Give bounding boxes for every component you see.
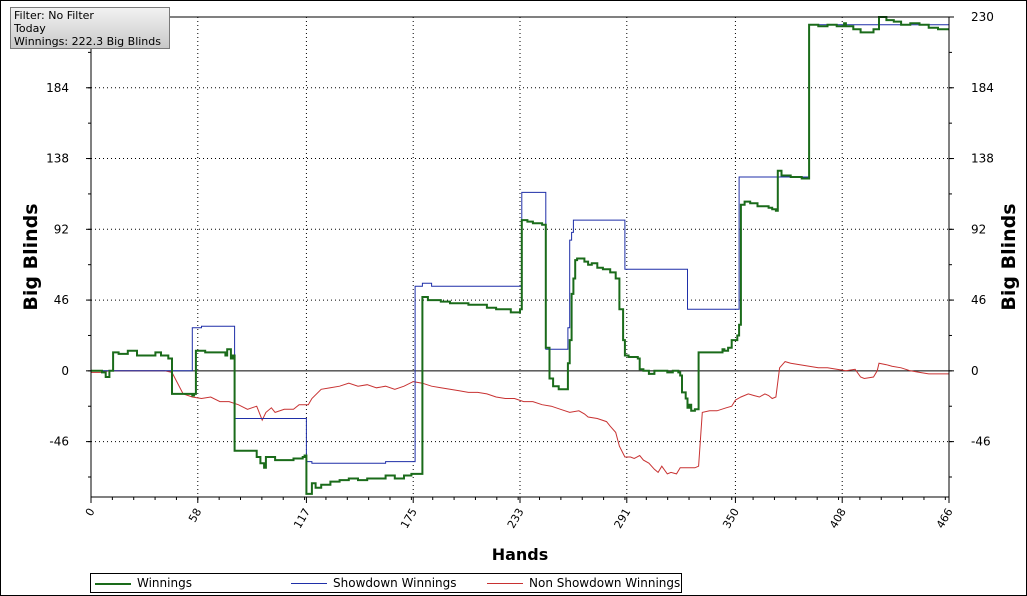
series-line-winnings xyxy=(91,16,949,495)
series-line-non-showdown xyxy=(91,361,949,475)
y-tick-label-right: 92 xyxy=(971,222,986,236)
legend-swatch-winnings xyxy=(95,583,131,585)
winnings-summary: Winnings: 222.3 Big Blinds xyxy=(14,35,161,48)
x-tick-label: 466 xyxy=(934,506,956,531)
legend-swatch-showdown xyxy=(291,583,327,584)
y-tick-label-right: 230 xyxy=(971,10,994,24)
period-label: Today xyxy=(14,22,46,35)
legend-label-non-showdown: Non Showdown Winnings xyxy=(529,576,681,590)
x-axis-label: Hands xyxy=(491,545,549,564)
legend: Winnings Showdown Winnings Non Showdown … xyxy=(90,573,682,593)
filter-label: Filter: No Filter xyxy=(14,9,94,22)
x-tick-label: 0 xyxy=(83,506,98,519)
y-tick-label-left: 0 xyxy=(61,364,69,378)
x-tick-label: 233 xyxy=(505,506,527,531)
y-tick-label-right: 0 xyxy=(971,364,979,378)
y-tick-label-right: 46 xyxy=(971,293,986,307)
legend-label-showdown: Showdown Winnings xyxy=(333,576,457,590)
y-axis-label-left: Big Blinds xyxy=(20,203,42,311)
x-tick-label: 291 xyxy=(612,506,634,531)
x-tick-label: 408 xyxy=(827,506,849,531)
y-tick-label-right: 138 xyxy=(971,152,994,166)
series-layer xyxy=(91,16,949,495)
y-axis-label-right: Big Blinds xyxy=(998,203,1020,311)
y-tick-label-left: 184 xyxy=(46,81,69,95)
series-line-showdown xyxy=(91,24,949,464)
y-tick-label-left: 138 xyxy=(46,152,69,166)
grid xyxy=(91,17,949,497)
x-tick-label: 58 xyxy=(186,506,204,525)
legend-label-winnings: Winnings xyxy=(137,576,192,590)
y-tick-label-right: 184 xyxy=(971,81,994,95)
y-tick-label-left: 46 xyxy=(54,293,69,307)
y-tick-label-left: 92 xyxy=(54,222,69,236)
x-tick-label: 175 xyxy=(398,506,420,531)
x-tick-label: 117 xyxy=(291,506,313,531)
x-tick-label: 350 xyxy=(720,506,742,531)
y-tick-label-left: -46 xyxy=(49,435,69,449)
legend-swatch-non-showdown xyxy=(487,583,523,584)
y-tick-label-right: -46 xyxy=(971,435,991,449)
filter-info-box: Filter: No Filter Today Winnings: 222.3 … xyxy=(10,7,170,49)
